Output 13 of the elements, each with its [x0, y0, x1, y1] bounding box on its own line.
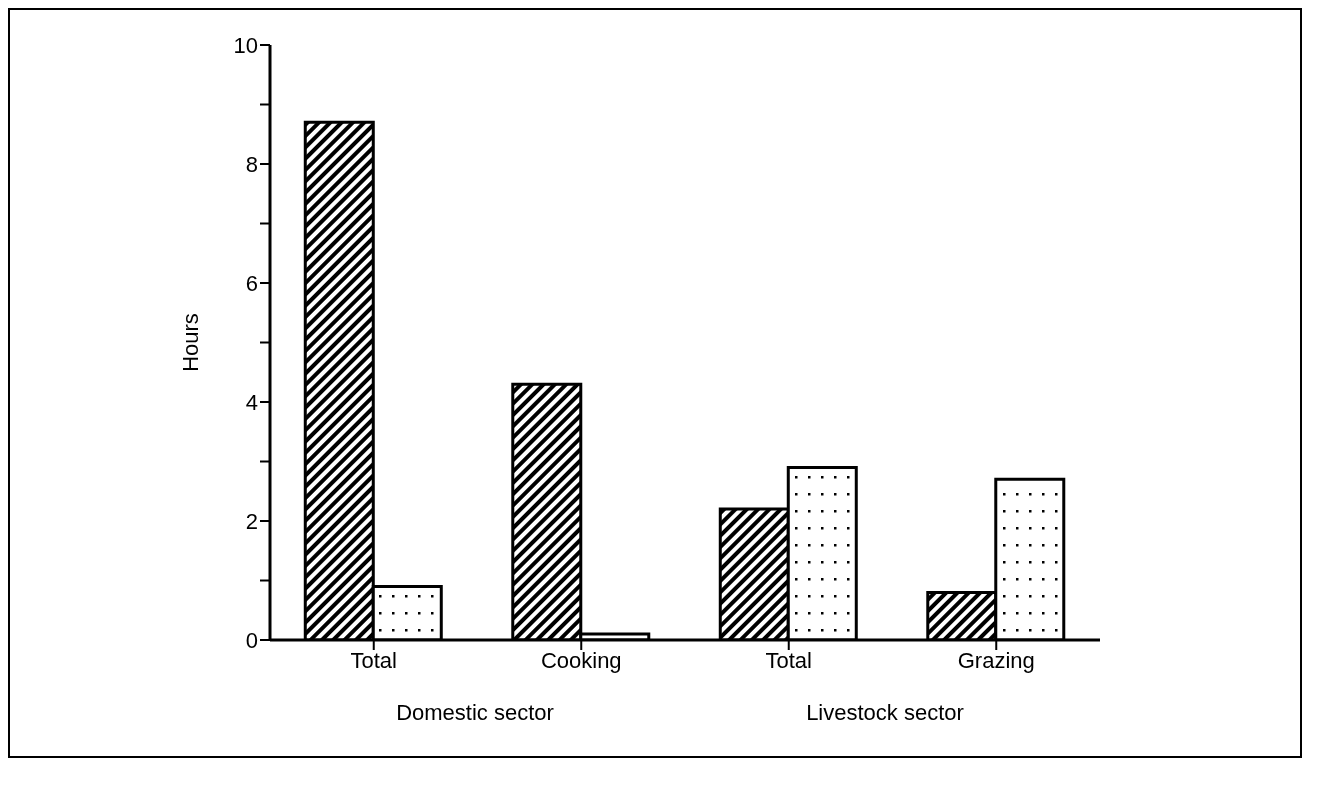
y-tick-label: 6	[245, 270, 258, 296]
y-tick-label: 8	[245, 151, 258, 177]
y-tick-label: 4	[245, 389, 258, 415]
x-tick-label: Cooking	[540, 647, 622, 673]
text: Domestic sector	[395, 700, 555, 726]
y-tick-label: 10	[233, 32, 258, 58]
x-tick-label: Total	[350, 647, 397, 673]
y-tick-label: 2	[245, 508, 258, 534]
y-axis-title: Hours	[177, 313, 203, 372]
x-tick-label: Grazing	[957, 647, 1035, 673]
x-tick-label: Total	[765, 647, 812, 673]
text: Livestock sector	[805, 700, 965, 726]
y-tick-label: 0	[245, 627, 258, 653]
